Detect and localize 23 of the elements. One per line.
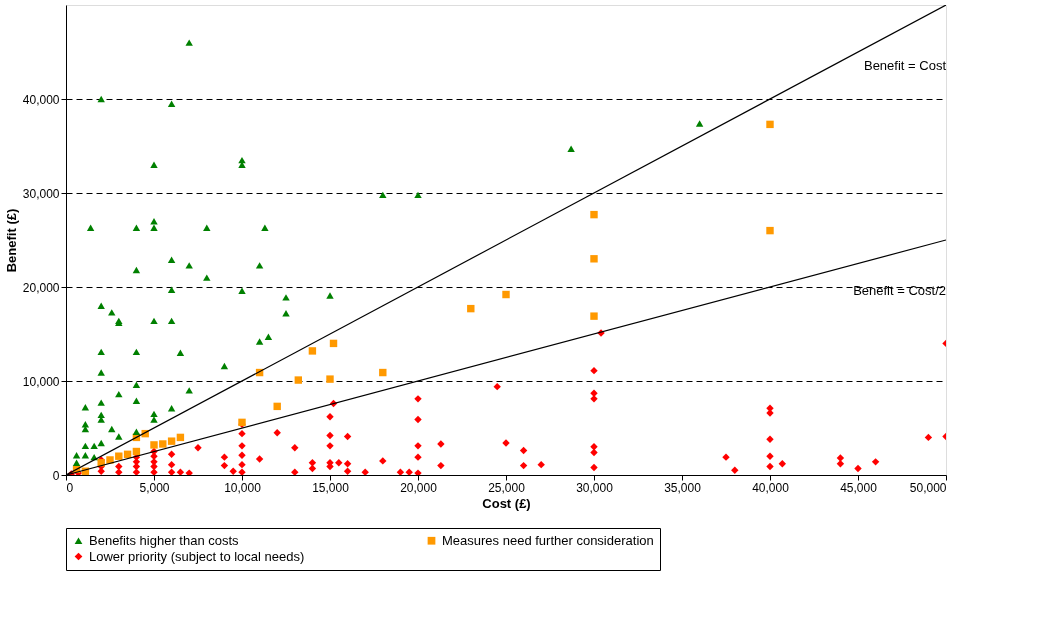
annotation: Benefit = Cost — [863, 58, 947, 73]
x-tick-label: 40,000 — [752, 480, 790, 495]
y-tick-label: 0 — [52, 468, 60, 483]
annotation: Benefit = Cost/2 — [853, 283, 946, 298]
legend-label: Measures need further consideration — [442, 532, 654, 548]
y-tick-label: 10,000 — [22, 374, 60, 389]
x-tick-label: 5,000 — [139, 480, 170, 495]
y-tick-label: 20,000 — [22, 280, 60, 295]
y-axis-title: Benefit (£) — [3, 208, 19, 273]
x-tick-label: 25,000 — [488, 480, 526, 495]
x-tick-label: 50,000 — [909, 480, 947, 495]
x-tick-label: 20,000 — [400, 480, 438, 495]
y-tick-label: 30,000 — [22, 186, 60, 201]
x-tick-label: 10,000 — [224, 480, 262, 495]
x-tick-label: 35,000 — [664, 480, 702, 495]
x-tick-label: 45,000 — [840, 480, 878, 495]
x-tick-label: 0 — [66, 480, 74, 495]
x-axis-title: Cost (£) — [482, 495, 531, 511]
x-tick-label: 30,000 — [576, 480, 614, 495]
legend-label: Lower priority (subject to local needs) — [89, 548, 305, 564]
legend-label: Benefits higher than costs — [89, 532, 240, 548]
y-tick-label: 40,000 — [22, 92, 60, 107]
x-tick-label: 15,000 — [312, 480, 350, 495]
